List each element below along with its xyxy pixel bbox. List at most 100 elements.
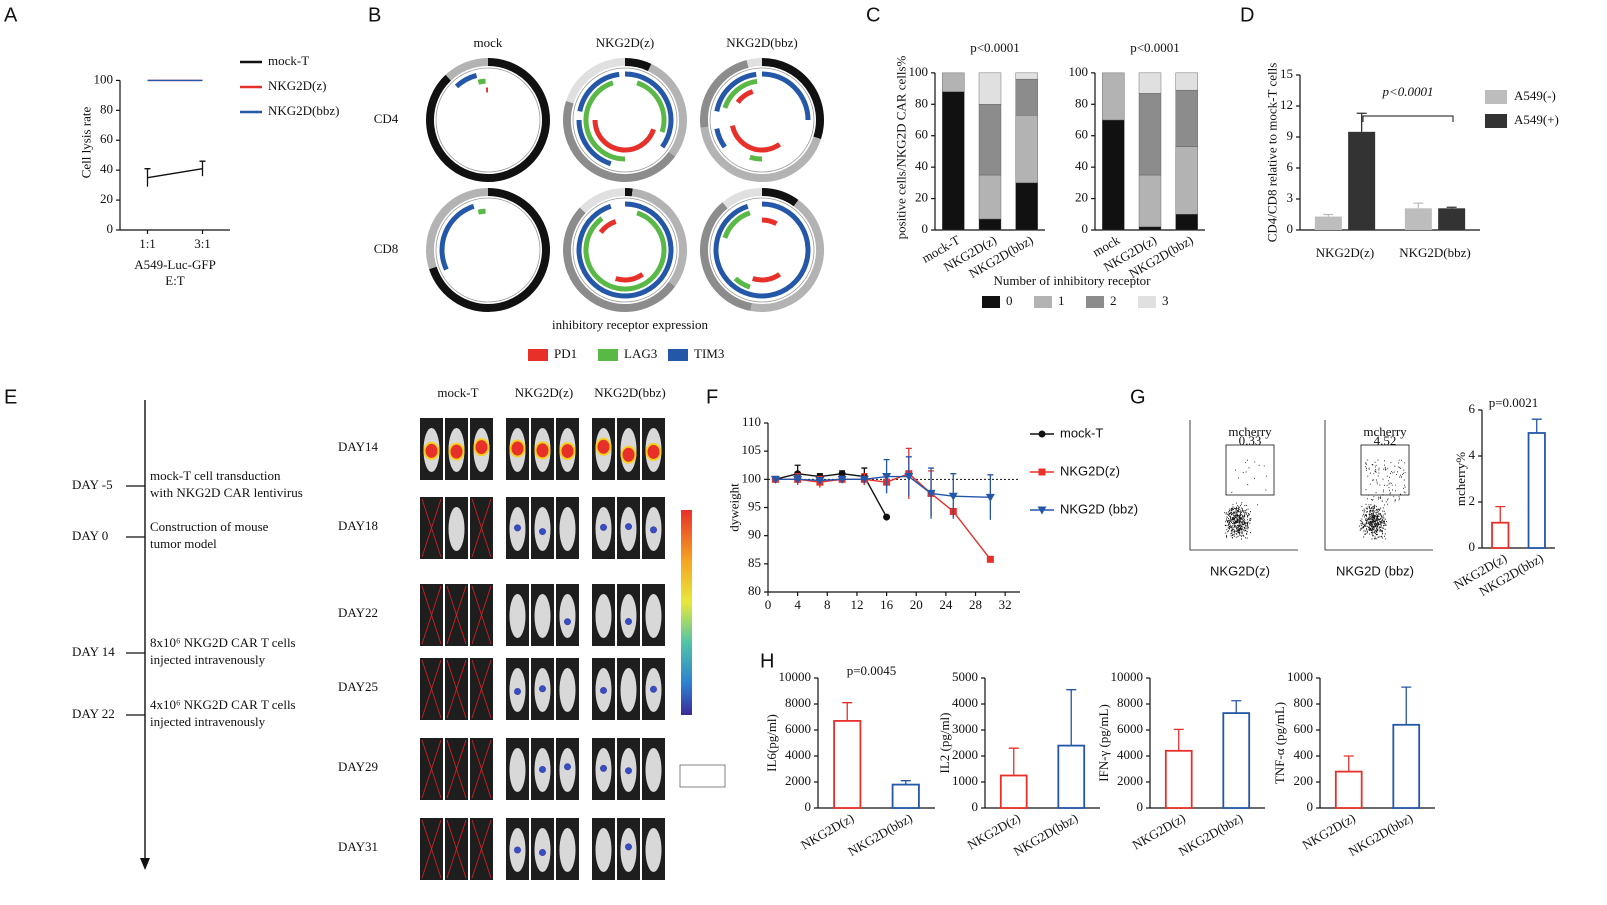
cross [446, 585, 467, 645]
error-bar [1356, 112, 1367, 132]
y-tick-label: 80 [915, 95, 928, 110]
y-tick-label: 2000 [1117, 773, 1143, 788]
panel-label: E [4, 386, 17, 408]
ring-segment [563, 207, 676, 312]
inner-guide [709, 67, 815, 173]
ring-segment [624, 58, 652, 72]
x-tick-label: NKG2D(bbz) [845, 810, 914, 859]
mouse [595, 828, 612, 872]
bar [999, 774, 1028, 809]
y-axis-label: IL6(pg/ml) [764, 714, 779, 772]
marker [985, 493, 995, 502]
error-bar [1401, 686, 1412, 725]
bar [1314, 216, 1342, 230]
y-tick-label: 0 [805, 799, 812, 814]
inner-guide [435, 67, 541, 173]
ring-segment [563, 100, 676, 182]
ring-segment [647, 63, 687, 157]
y-tick-label: 2000 [952, 747, 978, 762]
mouse [595, 594, 612, 638]
flow-gate-value: 4.52 [1374, 433, 1397, 448]
bar-segment [1175, 214, 1198, 231]
track-arc [722, 210, 751, 239]
marker [1038, 430, 1046, 438]
y-tick-label: 4 [1469, 447, 1476, 462]
x-tick-label: 0 [765, 597, 772, 612]
marker [815, 476, 825, 485]
track-arc [583, 80, 626, 162]
x-tick-label: 28 [969, 597, 982, 612]
row-label: CD8 [374, 241, 399, 256]
ring-segment [700, 126, 821, 182]
error-bar [1495, 505, 1506, 523]
legend-swatch [528, 349, 548, 361]
panel-label: D [1240, 4, 1254, 26]
y-tick-label: 0 [1307, 799, 1314, 814]
legend-label: PD1 [554, 346, 577, 361]
legend-label: A549(+) [1514, 112, 1559, 127]
marker [948, 492, 958, 501]
panel-label: C [866, 4, 880, 26]
x-tick-label: 1:1 [139, 236, 156, 251]
bar-segment [1015, 182, 1038, 231]
track-arc [614, 272, 645, 283]
bar-segment [978, 218, 1002, 231]
mouse [534, 594, 551, 638]
timeline-day: DAY 0 [72, 528, 108, 543]
track-arc [735, 89, 754, 104]
flow-x-label: NKG2D (bbz) [1336, 563, 1414, 578]
series-line [775, 472, 888, 518]
legend-title: Number of inhibitory receptor [993, 273, 1151, 288]
cross [421, 585, 442, 645]
error-bar [1413, 202, 1424, 209]
signal [448, 442, 465, 461]
inner-guide [572, 197, 678, 303]
row-label: CD4 [374, 111, 399, 126]
track-arc [761, 217, 778, 226]
track-arc [576, 119, 612, 167]
y-tick-label: 0 [1287, 221, 1294, 236]
y-tick-label: 4000 [1117, 747, 1143, 762]
marker [926, 489, 936, 498]
ring-segment [566, 58, 626, 104]
bar-segment [978, 104, 1002, 176]
timeline-day: DAY 14 [72, 644, 115, 659]
y-tick-label: 80 [100, 101, 113, 116]
signal [650, 685, 657, 693]
bar [1527, 432, 1546, 549]
cross [421, 498, 442, 558]
panel-label: A [4, 4, 18, 26]
x-tick-label: 20 [910, 597, 923, 612]
legend-label: TIM3 [694, 346, 724, 361]
timeline-text: 8x10⁶ NKG2D CAR T cells [150, 635, 296, 650]
y-tick-label: 0 [1137, 799, 1144, 814]
panel-label: B [368, 4, 381, 26]
signal [514, 846, 521, 854]
imaging-row-label: DAY18 [338, 518, 378, 533]
y-tick-label: 100 [909, 64, 929, 79]
legend-swatch [668, 349, 688, 361]
mouse [559, 668, 576, 712]
cross [421, 739, 442, 799]
legend-swatch [1138, 296, 1156, 308]
bar-segment [1175, 89, 1198, 147]
y-tick-label: 15 [1280, 66, 1293, 81]
signal [509, 439, 526, 458]
timeline-text: Construction of mouse [150, 519, 269, 534]
ring-segment [445, 58, 489, 81]
significance-bracket [1362, 115, 1454, 122]
y-axis-label: dyweight [726, 483, 741, 532]
x-tick-label: 16 [880, 597, 894, 612]
bar-segment [942, 72, 965, 92]
ring-segment [429, 188, 550, 312]
signal [514, 688, 521, 696]
y-tick-label: 0 [972, 799, 979, 814]
mouse [645, 828, 662, 872]
legend-label: NKG2D(z) [1060, 463, 1120, 478]
timeline-text: mock-T cell transduction [150, 468, 281, 483]
timeline-text: injected intravenously [150, 714, 266, 729]
imaging-row-label: DAY29 [338, 759, 378, 774]
panel-label: H [760, 650, 774, 672]
legend-swatch [1485, 114, 1507, 128]
y-tick-label: 90 [748, 527, 761, 542]
